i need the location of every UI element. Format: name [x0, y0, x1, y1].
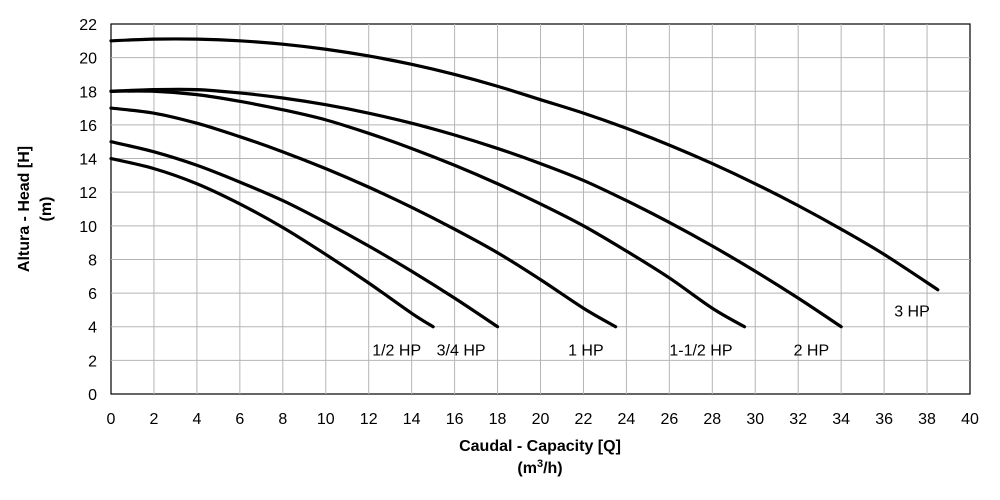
x-tick-label: 40 — [961, 411, 979, 428]
series-label-1-2-hp: 1/2 HP — [372, 343, 421, 360]
x-tick-label: 22 — [575, 411, 593, 428]
x-tick-label: 6 — [235, 411, 244, 428]
x-tick-label: 14 — [403, 411, 421, 428]
curve-2-hp — [109, 87, 843, 329]
y-axis-title: Altura - Head [H] — [16, 146, 33, 272]
y-tick-label: 14 — [79, 152, 97, 169]
curve-3-4-hp — [109, 140, 500, 329]
x-tick-labels: 0 2 4 6 8 10 12 14 16 18 20 22 24 26 28 30 32 34 36 38 40 — [107, 411, 979, 428]
x-tick-label: 24 — [618, 411, 636, 428]
x-tick-label: 18 — [489, 411, 507, 428]
x-tick-label: 34 — [832, 411, 850, 428]
y-tick-label: 4 — [88, 320, 97, 337]
x-tick-label: 0 — [107, 411, 116, 428]
y-tick-label: 20 — [79, 51, 97, 68]
x-tick-label: 12 — [360, 411, 378, 428]
y-tick-label: 18 — [79, 84, 97, 101]
x-tick-label: 4 — [192, 411, 201, 428]
x-axis-unit: (m3/h) — [517, 458, 562, 477]
x-tick-label: 30 — [746, 411, 764, 428]
y-tick-label: 2 — [88, 353, 97, 370]
x-tick-label: 20 — [532, 411, 550, 428]
series-label-3-hp: 3 HP — [894, 304, 930, 321]
x-tick-label: 8 — [278, 411, 287, 428]
series-label-1-1-2-hp: 1-1/2 HP — [669, 343, 732, 360]
curve-1-2-hp — [109, 156, 435, 329]
x-axis-unit-pre: (m — [517, 460, 537, 477]
series-label-1-hp: 1 HP — [568, 343, 604, 360]
x-tick-label: 36 — [875, 411, 893, 428]
x-axis-unit-post: /h) — [543, 460, 563, 477]
y-tick-label: 22 — [79, 17, 97, 34]
x-tick-label: 10 — [317, 411, 335, 428]
y-axis-unit: (m) — [38, 197, 55, 222]
grid-lines — [111, 24, 970, 394]
x-tick-label: 16 — [446, 411, 464, 428]
curves — [109, 37, 940, 329]
curve-3-hp — [109, 37, 940, 292]
y-tick-label: 8 — [88, 252, 97, 269]
series-labels: 1/2 HP 3/4 HP 1 HP 1-1/2 HP 2 HP 3 HP — [372, 304, 930, 360]
x-tick-label: 26 — [660, 411, 678, 428]
y-tick-label: 16 — [79, 118, 97, 135]
y-tick-label: 6 — [88, 286, 97, 303]
y-tick-label: 0 — [88, 387, 97, 404]
x-axis-title: Caudal - Capacity [Q] — [459, 438, 621, 455]
x-tick-label: 28 — [703, 411, 721, 428]
y-tick-label: 12 — [79, 185, 97, 202]
curve-1-1-2-hp — [109, 89, 747, 329]
y-tick-labels: 0 2 4 6 8 10 12 14 16 18 20 22 — [79, 17, 97, 404]
x-tick-label: 32 — [789, 411, 807, 428]
x-tick-label: 38 — [918, 411, 936, 428]
curve-1-hp — [109, 106, 618, 329]
x-axis-unit-sup: 3 — [537, 458, 543, 470]
series-label-3-4-hp: 3/4 HP — [437, 343, 486, 360]
series-label-2-hp: 2 HP — [794, 343, 830, 360]
y-tick-label: 10 — [79, 219, 97, 236]
x-tick-label: 2 — [149, 411, 158, 428]
